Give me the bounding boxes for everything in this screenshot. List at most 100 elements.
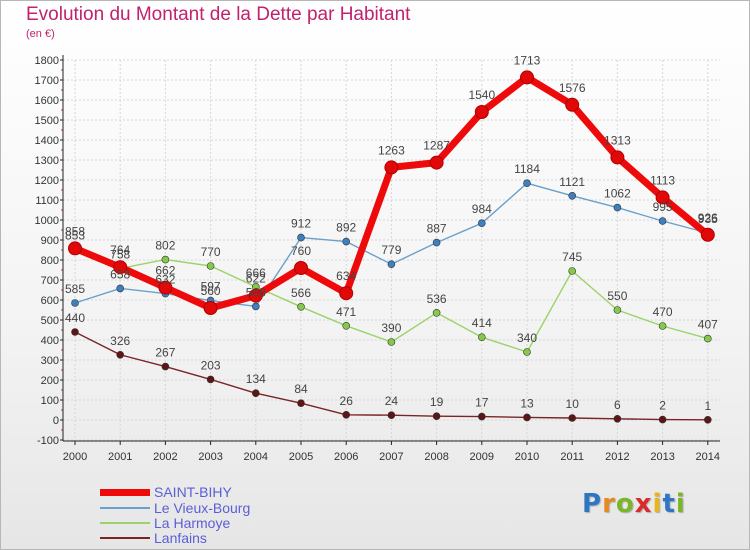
data-point-lanfains xyxy=(206,375,215,384)
data-label-la-harmoye: 390 xyxy=(381,321,401,335)
x-tick-label: 2002 xyxy=(153,451,177,463)
legend-swatch-la-harmoye xyxy=(100,522,150,524)
logo-letter: o xyxy=(615,489,635,519)
data-point-le-vieux-bourg xyxy=(116,284,124,293)
data-point-lanfains xyxy=(71,328,79,336)
data-label-le-vieux-bourg: 1121 xyxy=(559,175,585,189)
data-label-le-vieux-bourg: 1062 xyxy=(604,187,631,201)
data-label-le-vieux-bourg: 887 xyxy=(427,222,447,236)
data-label-le-vieux-bourg: 597 xyxy=(201,280,221,294)
data-label-saint-bihy: 760 xyxy=(291,244,311,258)
data-point-le-vieux-bourg xyxy=(432,238,441,247)
data-point-saint-bihy xyxy=(520,70,534,85)
data-label-le-vieux-bourg: 658 xyxy=(110,267,130,281)
data-label-saint-bihy: 926 xyxy=(698,211,718,225)
data-point-le-vieux-bourg xyxy=(252,302,260,311)
data-label-la-harmoye: 407 xyxy=(698,318,718,332)
data-label-lanfains: 326 xyxy=(110,334,130,348)
data-point-lanfains xyxy=(477,412,486,421)
data-label-le-vieux-bourg: 912 xyxy=(291,217,311,231)
data-label-saint-bihy: 560 xyxy=(201,284,221,298)
data-point-saint-bihy xyxy=(339,286,354,301)
data-point-lanfains xyxy=(432,412,441,421)
data-point-la-harmoye xyxy=(387,338,396,346)
data-point-le-vieux-bourg xyxy=(568,192,577,200)
legend-label-saint-bihy: SAINT-BIHY xyxy=(154,484,232,500)
legend-item-lanfains: Lanfains xyxy=(100,530,207,546)
logo-letter: t xyxy=(662,489,676,519)
data-label-le-vieux-bourg: 984 xyxy=(472,202,492,216)
x-tick-label: 2009 xyxy=(470,451,494,463)
legend-label-lanfains: Lanfains xyxy=(154,530,207,546)
y-tick-label: 1400 xyxy=(35,135,59,147)
data-label-saint-bihy: 1713 xyxy=(514,53,541,67)
data-label-lanfains: 17 xyxy=(475,396,489,410)
data-point-le-vieux-bourg xyxy=(658,217,667,225)
data-label-la-harmoye: 666 xyxy=(246,266,266,280)
data-label-lanfains: 84 xyxy=(294,382,308,396)
data-point-lanfains xyxy=(613,414,622,423)
data-point-la-harmoye xyxy=(206,262,215,270)
data-point-saint-bihy xyxy=(474,105,489,119)
x-tick-label: 2000 xyxy=(63,451,87,463)
y-tick-label: 1100 xyxy=(35,195,59,207)
chart-unit-label: (en €) xyxy=(26,28,55,40)
data-label-la-harmoye: 470 xyxy=(653,305,673,319)
y-tick-label: 400 xyxy=(41,335,59,347)
data-point-la-harmoye xyxy=(477,333,486,342)
data-point-le-vieux-bourg xyxy=(297,233,305,242)
data-point-saint-bihy xyxy=(655,190,670,205)
data-point-lanfains xyxy=(116,350,124,359)
data-point-la-harmoye xyxy=(432,308,441,317)
data-label-saint-bihy: 858 xyxy=(65,224,85,238)
data-point-lanfains xyxy=(658,415,667,424)
y-tick-label: 900 xyxy=(41,235,59,247)
data-label-le-vieux-bourg: 1184 xyxy=(514,162,540,176)
legend-item-la-harmoye: La Harmoye xyxy=(100,515,230,531)
x-tick-label: 2011 xyxy=(560,451,584,463)
x-tick-label: 2014 xyxy=(696,451,720,463)
data-label-lanfains: 24 xyxy=(385,394,399,408)
legend-item-le-vieux-bourg: Le Vieux-Bourg xyxy=(100,500,250,516)
data-label-la-harmoye: 536 xyxy=(427,292,447,306)
data-point-la-harmoye xyxy=(342,321,351,330)
data-label-saint-bihy: 1113 xyxy=(650,173,675,187)
data-label-saint-bihy: 1287 xyxy=(423,139,450,153)
x-tick-label: 2007 xyxy=(379,451,403,463)
x-tick-label: 2005 xyxy=(289,451,313,463)
data-label-la-harmoye: 745 xyxy=(562,250,582,264)
y-tick-label: 1300 xyxy=(35,155,59,167)
data-label-lanfains: 13 xyxy=(520,396,534,410)
legend-swatch-lanfains xyxy=(100,537,150,539)
proxiti-logo: Proxiti xyxy=(582,489,686,519)
data-label-lanfains: 203 xyxy=(201,358,221,372)
y-tick-label: 100 xyxy=(41,395,59,407)
axes: -100 0 100 200 300 400 500 600 700 800 900 1000 1100… xyxy=(35,55,720,463)
data-point-le-vieux-bourg xyxy=(71,299,79,307)
data-point-le-vieux-bourg xyxy=(477,219,486,227)
data-label-saint-bihy: 1313 xyxy=(604,133,631,147)
data-point-saint-bihy xyxy=(294,261,308,275)
data-label-lanfains: 2 xyxy=(659,399,666,413)
data-point-la-harmoye xyxy=(613,306,622,314)
data-point-la-harmoye xyxy=(297,302,305,311)
data-point-lanfains xyxy=(387,411,396,420)
logo-letter: i xyxy=(652,489,663,519)
data-point-la-harmoye xyxy=(568,267,577,275)
data-point-la-harmoye xyxy=(523,348,531,356)
data-label-saint-bihy: 662 xyxy=(155,264,175,278)
data-label-la-harmoye: 550 xyxy=(607,289,627,303)
y-tick-label: 1000 xyxy=(35,215,59,227)
data-label-saint-bihy: 622 xyxy=(246,272,266,286)
data-point-saint-bihy xyxy=(158,280,173,295)
chart-title: Evolution du Montant de la Dette par Hab… xyxy=(26,4,411,25)
data-point-la-harmoye xyxy=(703,334,712,343)
data-label-saint-bihy: 764 xyxy=(110,243,130,257)
legend-label-le-vieux-bourg: Le Vieux-Bourg xyxy=(154,500,251,516)
data-label-la-harmoye: 770 xyxy=(201,245,221,259)
data-point-lanfains xyxy=(161,362,170,371)
x-tick-label: 2003 xyxy=(198,451,222,463)
x-tick-label: 2004 xyxy=(244,451,268,463)
y-tick-label: -100 xyxy=(37,435,59,447)
